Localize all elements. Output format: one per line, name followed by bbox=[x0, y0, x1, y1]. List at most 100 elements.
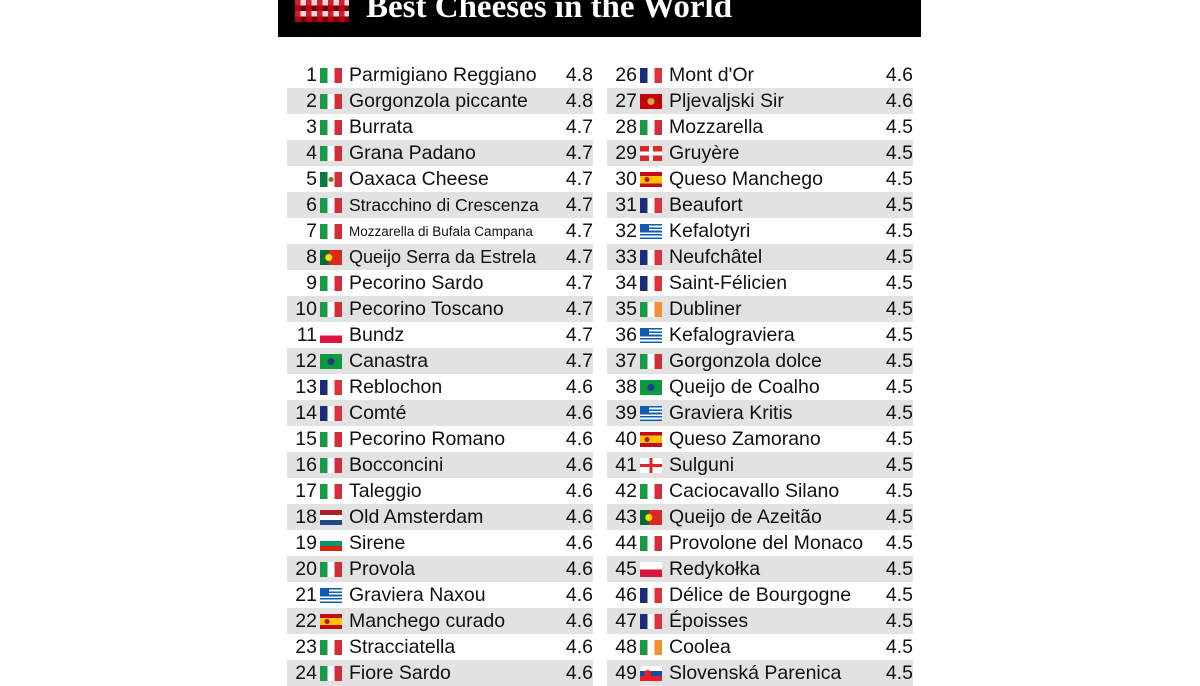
flag-it-icon bbox=[320, 665, 342, 681]
rating: 4.6 bbox=[885, 63, 913, 86]
cheese-row: 36 Kefalograviera 4.5 bbox=[607, 322, 913, 348]
rank: 45 bbox=[615, 557, 637, 580]
rank: 33 bbox=[615, 245, 637, 268]
cheese-name: Queijo Serra da Estrela bbox=[349, 246, 537, 267]
flag-fr-icon bbox=[320, 405, 342, 421]
flag-br-icon bbox=[320, 353, 342, 369]
cheese-name: Fiore Sardo bbox=[349, 661, 451, 684]
rating: 4.7 bbox=[565, 245, 593, 268]
rating: 4.6 bbox=[565, 453, 593, 476]
cheese-row: 13 Reblochon 4.6 bbox=[287, 374, 593, 400]
rank: 11 bbox=[296, 323, 317, 346]
flag-es-icon bbox=[320, 613, 342, 629]
rank: 27 bbox=[615, 89, 637, 112]
rating: 4.5 bbox=[885, 219, 913, 242]
rating: 4.5 bbox=[885, 245, 913, 268]
rating: 4.5 bbox=[885, 193, 913, 216]
rating: 4.5 bbox=[885, 375, 913, 398]
cheese-row: 20 Provola 4.6 bbox=[287, 556, 593, 582]
cheese-row: 44 Provolone del Monaco 4.5 bbox=[607, 530, 913, 556]
rank: 39 bbox=[615, 401, 637, 424]
rating: 4.5 bbox=[885, 141, 913, 164]
cheese-name: Pecorino Sardo bbox=[349, 271, 484, 294]
cheese-row: 24 Fiore Sardo 4.6 bbox=[287, 660, 593, 686]
flag-pl-icon bbox=[320, 327, 342, 343]
rating: 4.5 bbox=[885, 297, 913, 320]
cheese-name: Kefalotyri bbox=[669, 219, 751, 242]
cheese-name: Kefalograviera bbox=[669, 323, 795, 346]
rank: 15 bbox=[295, 427, 317, 450]
cheese-row: 30 Queso Manchego 4.5 bbox=[607, 166, 913, 192]
rating: 4.7 bbox=[565, 323, 593, 346]
cheese-row: 12 Canastra 4.7 bbox=[287, 348, 593, 374]
rating: 4.8 bbox=[565, 63, 593, 86]
flag-it-icon bbox=[320, 457, 342, 473]
cheese-row: 1 Parmigiano Reggiano 4.8 bbox=[287, 62, 593, 88]
rating: 4.5 bbox=[885, 401, 913, 424]
rating: 4.6 bbox=[565, 635, 593, 658]
flag-it-icon bbox=[640, 535, 662, 551]
flag-me-icon bbox=[640, 93, 662, 109]
flag-fr-icon bbox=[640, 587, 662, 603]
cheese-row: 49 Slovenská Parenica 4.5 bbox=[607, 660, 913, 686]
cheese-name: Old Amsterdam bbox=[349, 505, 484, 528]
flag-es-icon bbox=[640, 171, 662, 187]
cheese-name: Queijo de Azeitão bbox=[669, 505, 822, 528]
cheese-row: 27 Pljevaljski Sir 4.6 bbox=[607, 88, 913, 114]
ranking-column-right: 26 Mont d'Or 4.6 27 Pljevaljski Sir 4.6 28 Mozz… bbox=[607, 62, 913, 686]
cheese-name: Burrata bbox=[349, 115, 413, 138]
rating: 4.7 bbox=[565, 193, 593, 216]
rating: 4.7 bbox=[565, 297, 593, 320]
rating: 4.6 bbox=[565, 375, 593, 398]
cheese-row: 34 Saint-Félicien 4.5 bbox=[607, 270, 913, 296]
rank: 14 bbox=[295, 401, 317, 424]
cheese-name: Mozzarella di Bufala Campana bbox=[349, 223, 533, 239]
rank: 4 bbox=[306, 141, 317, 164]
rank: 10 bbox=[295, 297, 317, 320]
cheese-row: 23 Stracciatella 4.6 bbox=[287, 634, 593, 660]
rank: 48 bbox=[615, 635, 637, 658]
cheese-row: 40 Queso Zamorano 4.5 bbox=[607, 426, 913, 452]
rank: 24 bbox=[295, 661, 317, 684]
cheese-row: 33 Neufchâtel 4.5 bbox=[607, 244, 913, 270]
ranking-column-left: 1 Parmigiano Reggiano 4.8 2 Gorgonzola picca… bbox=[287, 62, 593, 686]
cheese-name: Redykołka bbox=[669, 557, 761, 580]
cheese-name: Provolone del Monaco bbox=[669, 531, 864, 554]
cheese-name: Reblochon bbox=[349, 375, 443, 398]
flag-nl-icon bbox=[320, 509, 342, 525]
rank: 8 bbox=[306, 245, 317, 268]
cheese-row: 19 Sirene 4.6 bbox=[287, 530, 593, 556]
cheese-name: Queso Zamorano bbox=[669, 427, 821, 450]
cheese-row: 38 Queijo de Coalho 4.5 bbox=[607, 374, 913, 400]
rank: 19 bbox=[295, 531, 317, 554]
flag-pl-icon bbox=[640, 561, 662, 577]
rating: 4.5 bbox=[885, 661, 913, 684]
flag-ch-icon bbox=[640, 145, 662, 161]
flag-fr-icon bbox=[640, 613, 662, 629]
cheese-row: 22 Manchego curado 4.6 bbox=[287, 608, 593, 634]
cheese-row: 37 Gorgonzola dolce 4.5 bbox=[607, 348, 913, 374]
cheese-name: Taleggio bbox=[349, 479, 422, 502]
flag-gr-icon bbox=[320, 587, 342, 603]
rank: 46 bbox=[615, 583, 637, 606]
flag-fr-icon bbox=[640, 67, 662, 83]
cheese-row: 29 Gruyère 4.5 bbox=[607, 140, 913, 166]
rank: 37 bbox=[615, 349, 637, 372]
cheese-name: Queijo de Coalho bbox=[669, 375, 820, 398]
cheese-name: Slovenská Parenica bbox=[669, 661, 842, 684]
cheese-row: 10 Pecorino Toscano 4.7 bbox=[287, 296, 593, 322]
rank: 2 bbox=[306, 89, 317, 112]
rank: 20 bbox=[295, 557, 317, 580]
cheese-name: Bocconcini bbox=[349, 453, 444, 476]
flag-pt-icon bbox=[640, 509, 662, 525]
rank: 9 bbox=[306, 271, 317, 294]
rank: 30 bbox=[615, 167, 637, 190]
cheese-row: 45 Redykołka 4.5 bbox=[607, 556, 913, 582]
cheese-row: 17 Taleggio 4.6 bbox=[287, 478, 593, 504]
cheese-row: 43 Queijo de Azeitão 4.5 bbox=[607, 504, 913, 530]
rating: 4.6 bbox=[885, 89, 913, 112]
rating: 4.6 bbox=[565, 531, 593, 554]
flag-ge-icon bbox=[640, 457, 662, 473]
cheese-row: 15 Pecorino Romano 4.6 bbox=[287, 426, 593, 452]
rating: 4.5 bbox=[885, 635, 913, 658]
